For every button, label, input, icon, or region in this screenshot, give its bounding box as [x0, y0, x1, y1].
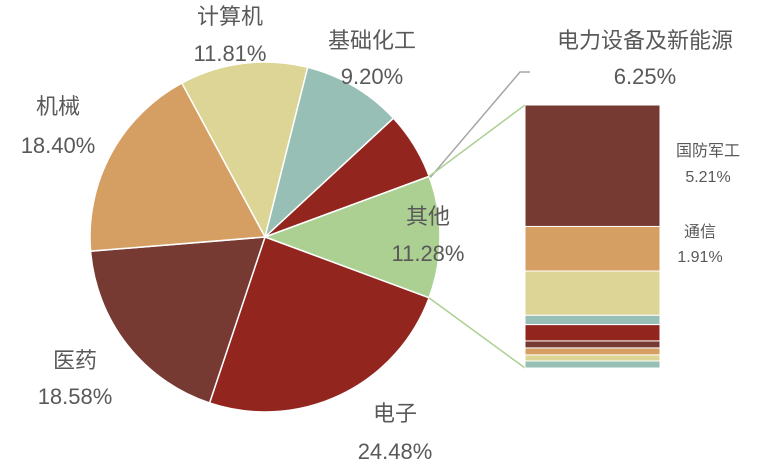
bar-segment: [524, 347, 661, 356]
slice-value: 11.28%: [392, 241, 465, 266]
pie-slice: [89, 82, 267, 252]
slice-value: 6.25%: [614, 64, 676, 89]
bar-label: 通信: [684, 223, 716, 241]
bar-segment: [524, 360, 661, 369]
pie-slice: [263, 66, 395, 240]
slice-label: 其他: [406, 204, 450, 229]
slice-label: 计算机: [197, 4, 263, 29]
slice-value: 18.58%: [38, 384, 113, 409]
bar-value: 5.21%: [685, 169, 730, 186]
slice-label: 机械: [36, 94, 80, 119]
bar-segment: [524, 225, 661, 272]
connector-line: [428, 297, 526, 369]
connector-line: [428, 104, 526, 177]
leader-line: [412, 71, 530, 198]
slice-label: 基础化工: [328, 28, 416, 53]
pie-slice: [208, 236, 431, 413]
bar-segment: [524, 340, 661, 349]
slice-value: 18.40%: [21, 133, 96, 158]
bar-segment: [524, 104, 661, 227]
pie-slice: [89, 236, 267, 404]
bar-segment: [524, 314, 661, 326]
slice-label: 医药: [53, 348, 97, 373]
bar-segment: [524, 324, 661, 342]
bar-segment: [524, 354, 661, 362]
slice-label: 电子: [373, 401, 417, 426]
bar-label: 国防军工: [676, 142, 740, 160]
pie-slice: [180, 61, 309, 240]
bar-value: 1.91%: [677, 249, 722, 266]
pie-slice: [262, 175, 441, 299]
slice-value: 11.81%: [194, 41, 267, 66]
bar-segment: [524, 270, 661, 316]
slice-value: 24.48%: [358, 439, 433, 464]
slice-value: 9.20%: [341, 64, 403, 89]
slice-label: 电力设备及新能源: [557, 28, 733, 53]
